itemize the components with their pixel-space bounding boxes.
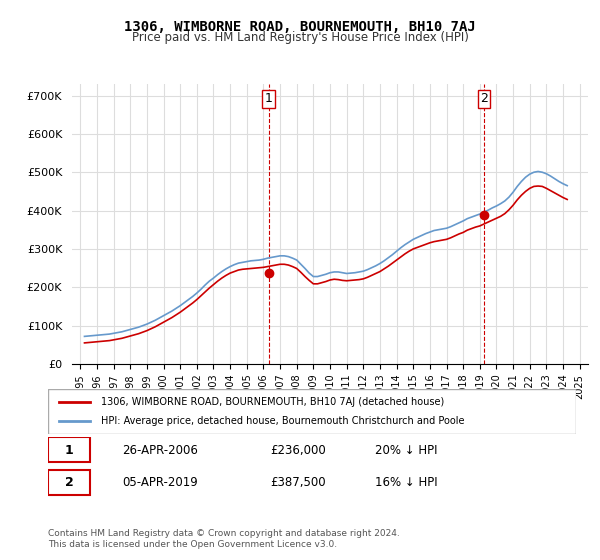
Text: 1306, WIMBORNE ROAD, BOURNEMOUTH, BH10 7AJ (detached house): 1306, WIMBORNE ROAD, BOURNEMOUTH, BH10 7…: [101, 396, 444, 407]
Text: 2: 2: [65, 476, 73, 489]
FancyBboxPatch shape: [48, 470, 90, 494]
Text: 26-APR-2006: 26-APR-2006: [122, 444, 198, 457]
Text: 1: 1: [265, 92, 273, 105]
Text: £236,000: £236,000: [270, 444, 326, 457]
Text: £387,500: £387,500: [270, 476, 325, 489]
Text: 1306, WIMBORNE ROAD, BOURNEMOUTH, BH10 7AJ: 1306, WIMBORNE ROAD, BOURNEMOUTH, BH10 7…: [124, 20, 476, 34]
FancyBboxPatch shape: [48, 389, 576, 434]
Text: 2: 2: [480, 92, 488, 105]
Text: Contains HM Land Registry data © Crown copyright and database right 2024.
This d: Contains HM Land Registry data © Crown c…: [48, 529, 400, 549]
Text: 1: 1: [65, 444, 73, 457]
Text: HPI: Average price, detached house, Bournemouth Christchurch and Poole: HPI: Average price, detached house, Bour…: [101, 417, 464, 427]
Text: Price paid vs. HM Land Registry's House Price Index (HPI): Price paid vs. HM Land Registry's House …: [131, 31, 469, 44]
FancyBboxPatch shape: [48, 437, 90, 463]
Text: 16% ↓ HPI: 16% ↓ HPI: [376, 476, 438, 489]
Text: 05-APR-2019: 05-APR-2019: [122, 476, 197, 489]
Text: 20% ↓ HPI: 20% ↓ HPI: [376, 444, 438, 457]
